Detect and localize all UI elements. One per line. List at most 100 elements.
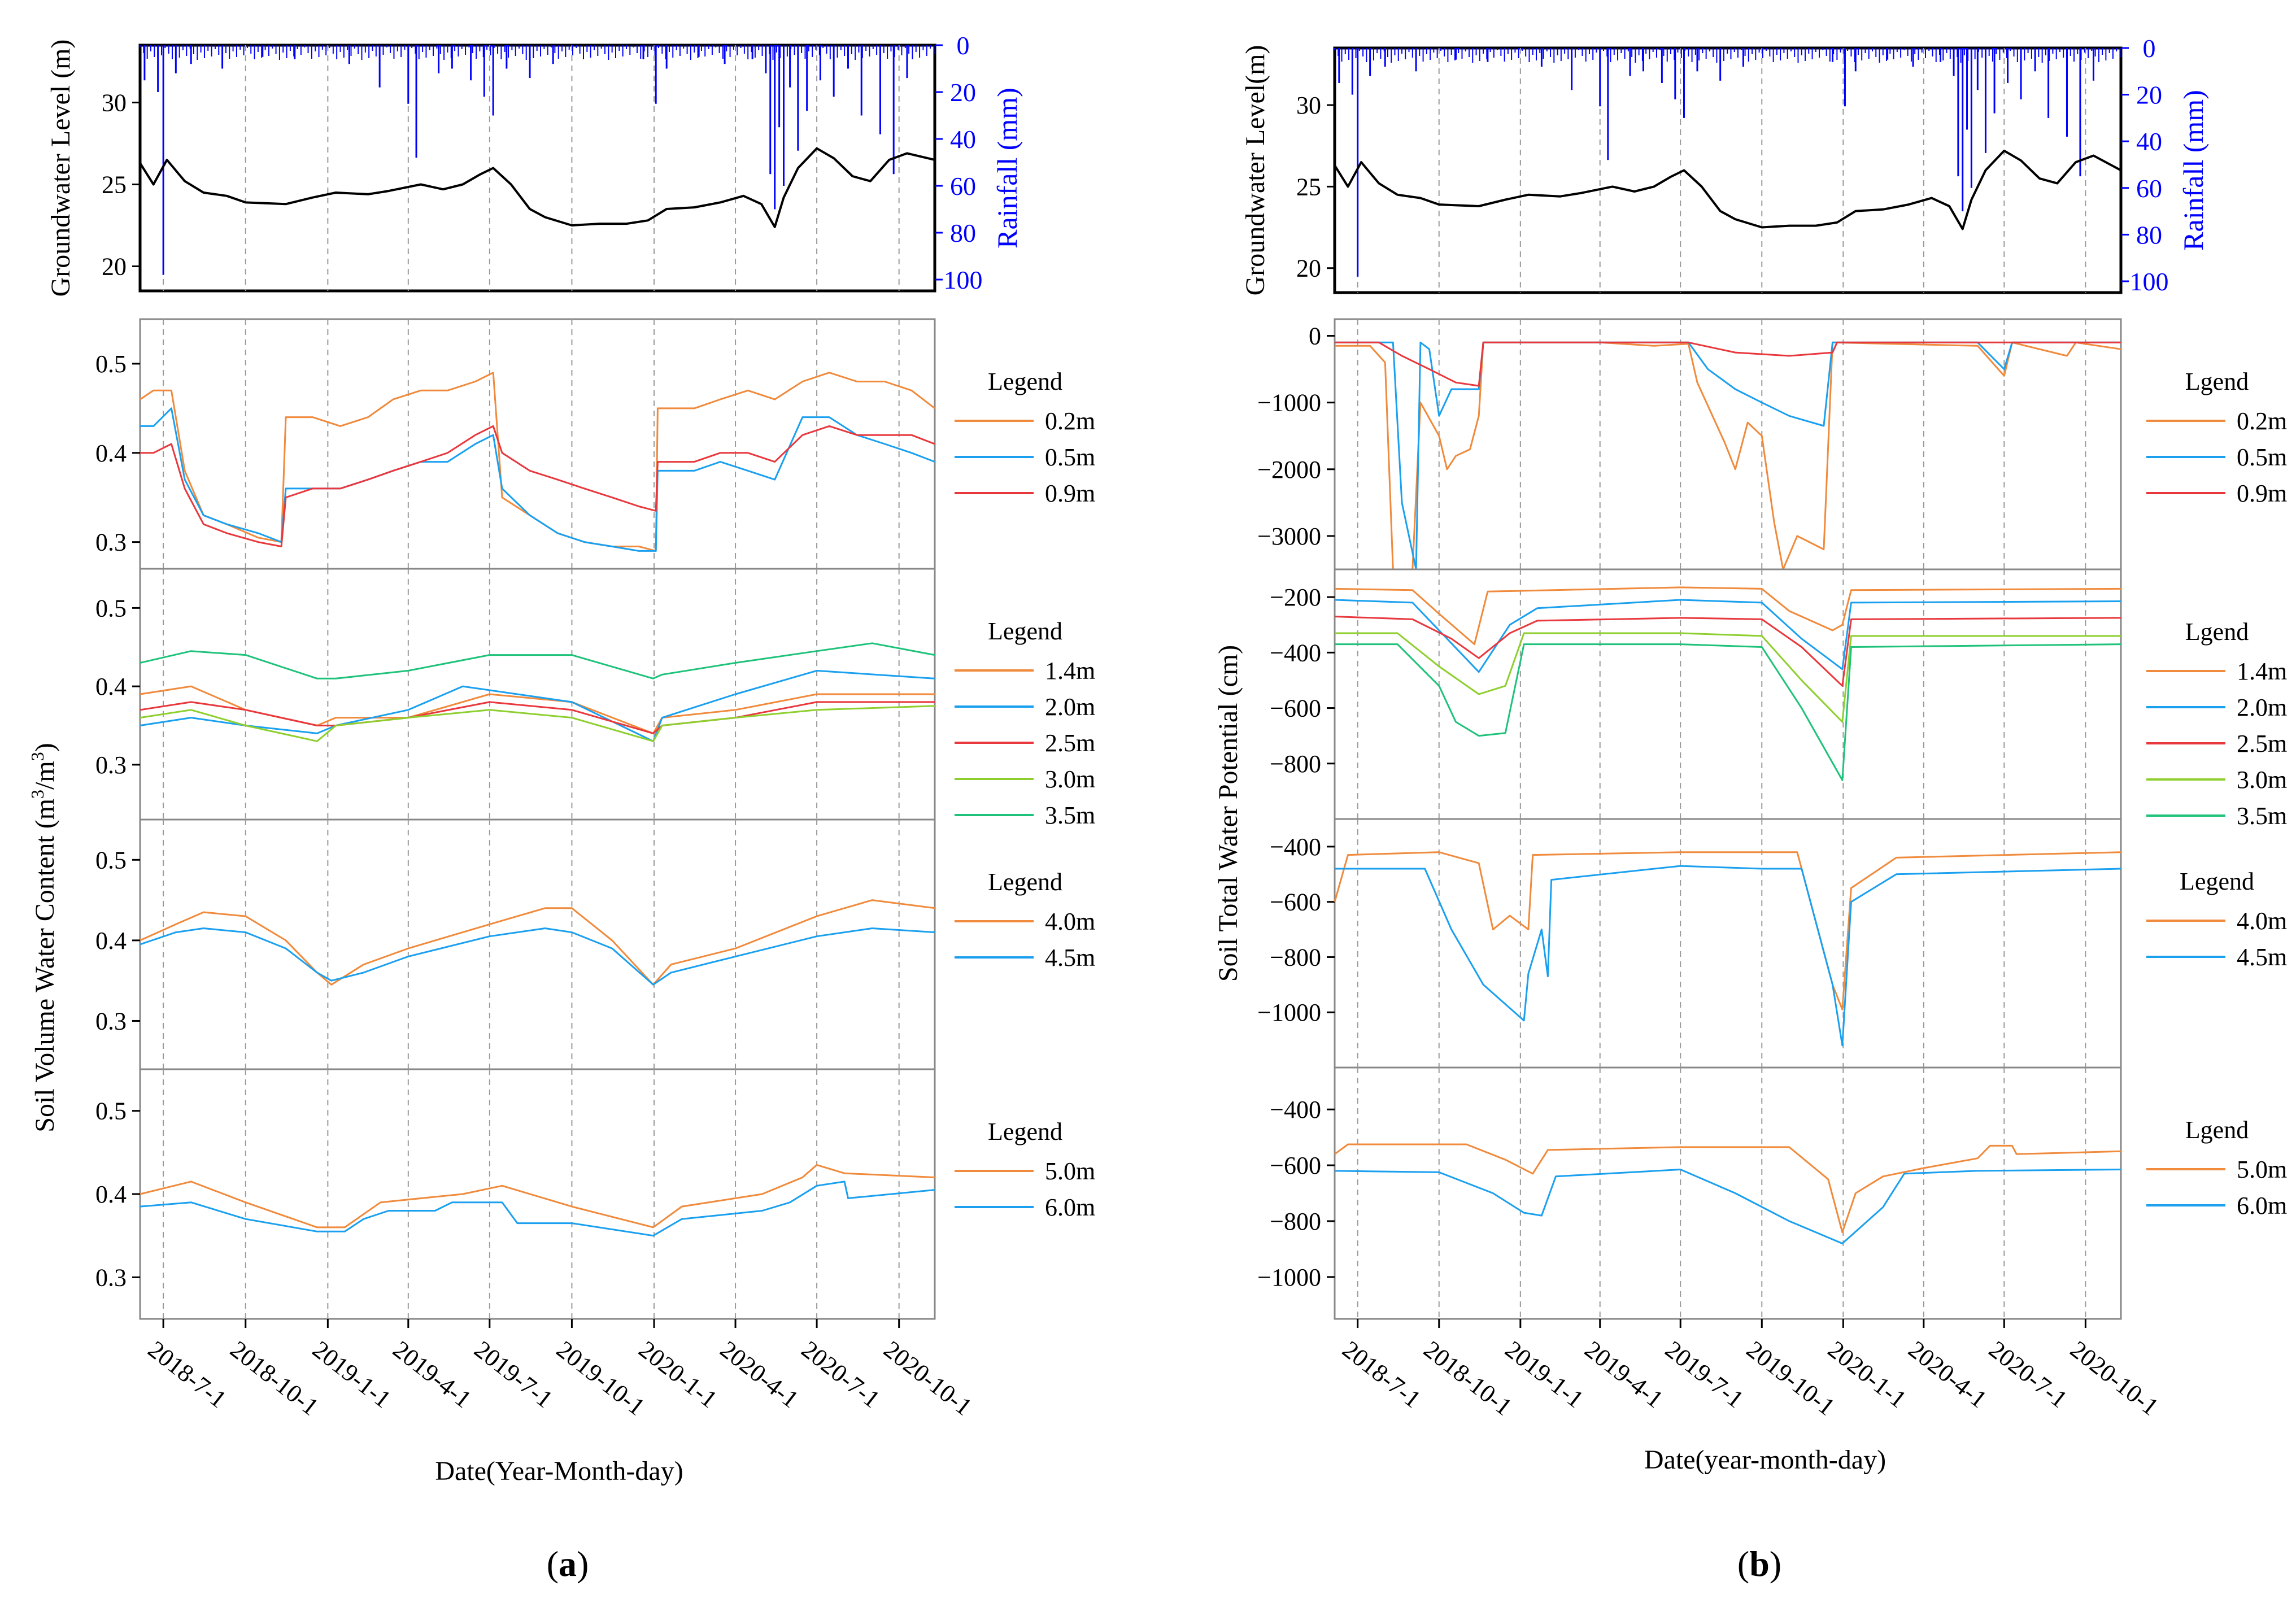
legend-title: Legend [988,617,1062,645]
x-tick-label: 2018-10-1 [1419,1335,1518,1421]
legend-label: 6.0m [1045,1193,1095,1221]
subplot-a-2: 0.3 0.4 0.5 Legend 1.4m 2.0m 2.5m 3.0m 3.5m [95,568,1095,829]
rain-tick-label: 80 [2136,220,2162,249]
y-tick-label: −800 [1270,1208,1321,1235]
series-line-1-4m [1334,586,2121,646]
series-line-0-2m [1335,341,2121,570]
series-line-2-0m [1334,599,2121,673]
series-line-5-0m [140,1164,935,1229]
y-tick-label: 20 [1296,255,1321,282]
legend-label: 3.5m [1045,802,1095,829]
series-line-groundwater-level [139,147,935,228]
plot-frame [1333,46,2123,294]
subplot-a-4: 2018-7-12018-10-12019-1-12019-4-12019-7-… [95,1068,1095,1421]
legend-label: 4.5m [2237,943,2287,971]
y-tick-label: 0.4 [95,1181,127,1208]
groundwater-axis-label: Groundwater Level(m) [1240,45,1270,296]
y-tick-label: 0.3 [95,751,127,779]
series-line-3-0m [1335,632,2121,723]
legend-label: 5.0m [2237,1156,2287,1183]
legend-label: 6.0m [2237,1192,2287,1219]
subplot-b-2: −800 −600 −400 −200 Lgend 1.4m 2.0m 2.5m 3.0m 3.5… [1270,568,2287,830]
legend-label: 4.0m [1045,908,1095,935]
x-tick-label: 2019-7-1 [1660,1335,1749,1413]
plot-frame [138,43,936,293]
rain-tick-label: 60 [950,172,976,201]
x-tick-label: 2018-7-1 [143,1335,232,1413]
legend-label: 1.4m [2237,657,2287,685]
legend-label: 2.5m [2237,730,2287,757]
legend-label: 2.5m [1045,729,1095,757]
x-tick-label: 2020-4-1 [1903,1335,1992,1413]
legend-label: 5.0m [1045,1157,1095,1185]
rain-tick-label: 20 [950,78,976,107]
series-line-3-0m [140,705,935,742]
series-line-2-0m [140,669,935,742]
y-tick-label: 30 [102,89,127,117]
y-tick-label: 0.5 [95,846,127,874]
series-line-0-5m [1335,341,2121,570]
soil-ylabel-b: Soil Total Water Potential (cm) [1213,645,1243,982]
legend-title: Lgend [2185,1116,2249,1144]
legend-label: 0.5m [1045,443,1095,471]
series-line-3-5m [140,642,935,679]
plots-layer: 20 25 30 0 20 40 60 80 100 Groundwater Level (m) R… [46,31,2287,1421]
x-tick-label: 2019-4-1 [1580,1335,1668,1413]
y-tick-label: −1000 [1257,1264,1321,1291]
x-tick-label: 2020-4-1 [715,1335,804,1413]
legend-title: Lgend [2185,618,2249,646]
y-tick-label: 0.5 [95,594,127,622]
legend-title: Legend [988,1118,1062,1145]
x-tick-label: 2020-10-1 [2065,1335,2164,1421]
rain-tick-label: 100 [944,265,983,294]
legend-label: 0.9m [1045,480,1095,507]
y-tick-label: 0.3 [95,529,127,556]
series-line-groundwater-level [1334,149,2121,230]
rain-tick-label: 60 [2136,174,2162,203]
y-tick-label: −2000 [1257,456,1321,483]
soil-ylabel-a: Soil Volume Water Content (m3/m3) [27,743,60,1132]
series-line-0-9m [1335,341,2121,387]
series-line-6-0m [1334,1169,2121,1244]
plot-frame [139,1068,936,1320]
y-tick-label: −600 [1270,888,1321,916]
legend-title: Legend [988,368,1062,395]
x-tick-label: 2020-7-1 [796,1335,885,1413]
series-line-4-5m [140,927,935,986]
legend-label: 2.0m [2237,694,2287,721]
y-tick-label: −400 [1270,639,1321,667]
series-line-2-5m [1334,616,2121,687]
series-line-4-0m [140,899,935,986]
legend-label: 1.4m [1045,657,1095,685]
xlabel-a: Date(Year-Month-day) [435,1456,683,1486]
legend-label: 3.5m [2237,802,2287,830]
plot-frame [1334,1066,2122,1320]
caption-b: (b) [1737,1544,1781,1584]
y-tick-label: 0.5 [95,1097,127,1125]
y-tick-label: −3000 [1257,522,1321,550]
legend-label: 0.5m [2237,443,2287,471]
y-tick-label: 30 [1296,92,1321,119]
series-line-4-5m [1335,865,2121,1047]
series-line-0-5m [140,407,935,552]
y-tick-label: 25 [102,171,127,199]
y-tick-label: −800 [1270,943,1321,971]
plot-frame [139,818,936,1070]
y-tick-label: 0.3 [95,1007,127,1035]
series-line-0-2m [140,372,935,552]
y-tick-label: 0 [1309,323,1321,350]
y-tick-label: −800 [1270,750,1321,778]
series-line-0-9m [140,425,935,547]
subplot-b-4: 2018-7-12018-10-12019-1-12019-4-12019-7-… [1257,1066,2287,1421]
subplot-b-3: −1000 −800 −600 −400 Legend 4.0m 4.5m [1257,818,2287,1069]
legend-label: 4.5m [1045,944,1095,972]
x-tick-label: 2019-4-1 [388,1335,477,1413]
y-tick-label: −600 [1270,1152,1321,1179]
legend-label: 2.0m [1045,693,1095,721]
plot-frame [1334,568,2122,820]
series-line-3-5m [1335,643,2121,781]
subplot-a-0: 20 25 30 0 20 40 60 80 100 Groundwater Level (m) R… [46,31,1023,297]
y-tick-label: 0.4 [95,673,127,700]
plot-frame [1334,318,2122,570]
